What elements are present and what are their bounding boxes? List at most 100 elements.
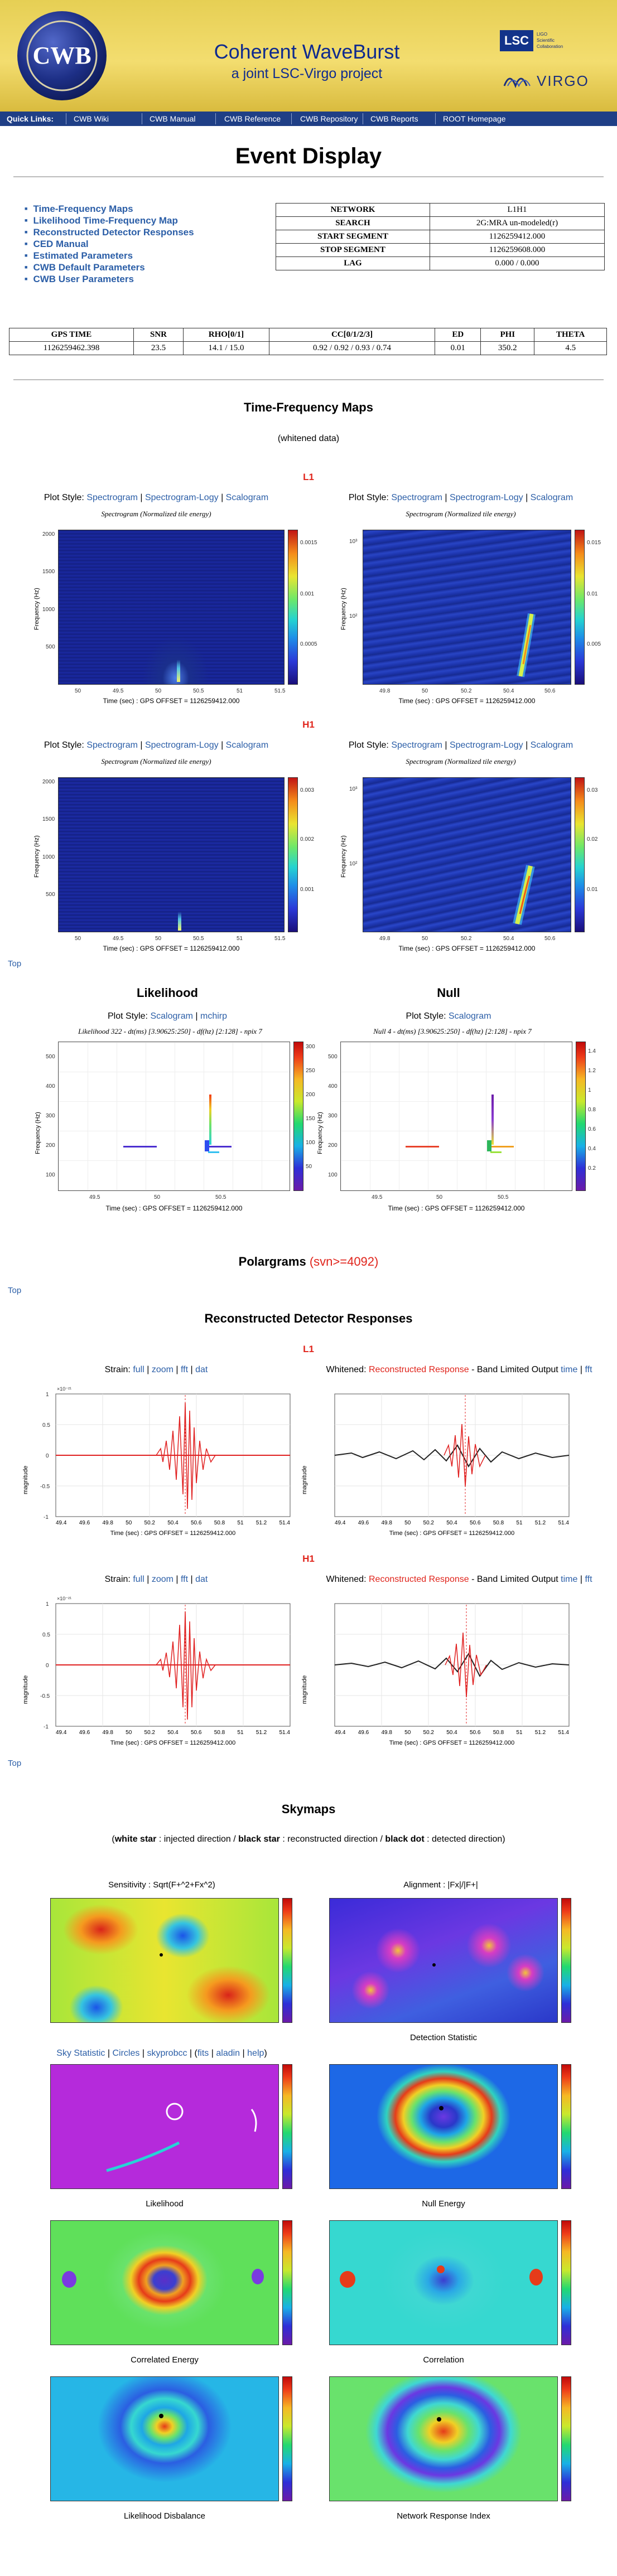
y-tick: 1000 bbox=[42, 607, 55, 613]
link-fft[interactable]: fft bbox=[585, 1575, 592, 1584]
link-spectrogram[interactable]: Spectrogram bbox=[86, 740, 138, 750]
quicklink-cwb-reports[interactable]: CWB Reports bbox=[370, 114, 418, 123]
link-spectrogram-logy[interactable]: Spectrogram-Logy bbox=[449, 740, 523, 750]
colorbar bbox=[561, 2220, 571, 2345]
x-axis-label: Time (sec) : GPS OFFSET = 1126259412.000 bbox=[389, 1740, 515, 1746]
top-link[interactable]: Top bbox=[8, 959, 22, 969]
skymap-likelihood-disbalance[interactable] bbox=[50, 2376, 279, 2501]
x-tick: 49.6 bbox=[358, 1730, 369, 1736]
x-tick: 50.2 bbox=[423, 1520, 434, 1526]
y-axis-label: Frequency (Hz) bbox=[340, 588, 347, 630]
x-tick: 50.8 bbox=[493, 1520, 504, 1526]
x-tick: 50.2 bbox=[144, 1520, 155, 1526]
lsc-line: Collaboration bbox=[537, 44, 563, 49]
nav-ced-manual[interactable]: CED Manual bbox=[33, 239, 89, 249]
spectrogram-h1-logy[interactable] bbox=[363, 777, 571, 932]
link-scalogram[interactable]: Scalogram bbox=[150, 1011, 193, 1021]
link-sky-statistic[interactable]: Sky Statistic bbox=[56, 2049, 105, 2058]
link-spectrogram-logy[interactable]: Spectrogram-Logy bbox=[144, 493, 219, 502]
lsc-text: LIGO Scientific Collaboration bbox=[537, 31, 598, 50]
quicklink-cwb-reference[interactable]: CWB Reference bbox=[224, 114, 281, 123]
nav-likelihood-tf-map[interactable]: Likelihood Time-Frequency Map bbox=[33, 215, 178, 226]
top-link[interactable]: Top bbox=[8, 1286, 22, 1295]
table-cell: 0.01 bbox=[435, 341, 481, 355]
skymap-correlated-energy[interactable] bbox=[50, 2220, 279, 2345]
skymap-sensitivity[interactable] bbox=[50, 1898, 279, 2023]
x-tick: 50.8 bbox=[493, 1730, 504, 1736]
link-spectrogram-logy[interactable]: Spectrogram-Logy bbox=[144, 740, 219, 750]
link-fft[interactable]: fft bbox=[585, 1365, 592, 1374]
link-aladin[interactable]: aladin bbox=[216, 2049, 240, 2058]
whitened-plot-h1[interactable] bbox=[312, 1592, 580, 1749]
link-circles[interactable]: Circles bbox=[112, 2049, 140, 2058]
plot-style-label: Plot Style: bbox=[44, 740, 84, 750]
link-spectrogram[interactable]: Spectrogram bbox=[391, 740, 442, 750]
nav-default-params[interactable]: CWB Default Parameters bbox=[33, 262, 145, 273]
link-skyprobcc[interactable]: skyprobcc bbox=[147, 2049, 187, 2058]
x-tick: 50.2 bbox=[461, 688, 472, 694]
colorbar-tick: 1.2 bbox=[588, 1068, 596, 1074]
chirp-signal bbox=[178, 912, 181, 931]
x-tick: 51.4 bbox=[279, 1520, 290, 1526]
link-spectrogram-logy[interactable]: Spectrogram-Logy bbox=[449, 493, 523, 502]
strain-plot-l1[interactable]: ×10⁻²¹ bbox=[33, 1383, 301, 1539]
strain-plot-h1[interactable]: ×10⁻²¹ bbox=[33, 1592, 301, 1749]
link-spectrogram[interactable]: Spectrogram bbox=[391, 493, 442, 502]
skymap-alignment[interactable] bbox=[329, 1898, 558, 2023]
link-fits[interactable]: fits bbox=[197, 2049, 209, 2058]
whitened-label: Whitened: bbox=[326, 1575, 367, 1584]
null-map[interactable] bbox=[340, 1042, 572, 1191]
detected-direction-dot bbox=[437, 2417, 441, 2422]
y-tick: 10³ bbox=[349, 786, 358, 792]
skymap-null-energy[interactable] bbox=[329, 2064, 558, 2189]
link-dat[interactable]: dat bbox=[195, 1575, 208, 1584]
spectrogram-h1-linear[interactable] bbox=[58, 777, 285, 932]
table-cell: 350.2 bbox=[480, 341, 535, 355]
link-scalogram[interactable]: Scalogram bbox=[530, 740, 573, 750]
link-scalogram[interactable]: Scalogram bbox=[530, 493, 573, 502]
link-mchirp[interactable]: mchirp bbox=[200, 1011, 228, 1021]
link-separator: | bbox=[189, 2049, 192, 2058]
link-time[interactable]: time bbox=[561, 1575, 578, 1584]
event-params-table: GPS TIME SNR RHO[0/1] CC[0/1/2/3] ED PHI… bbox=[9, 328, 607, 355]
lsc-logo[interactable]: LSC bbox=[500, 30, 533, 51]
divider bbox=[13, 379, 604, 380]
link-fft[interactable]: fft bbox=[181, 1365, 189, 1374]
y-axis-label: Frequency (Hz) bbox=[317, 1112, 324, 1154]
spectrogram-l1-logy[interactable] bbox=[363, 530, 571, 685]
quicklink-cwb-repository[interactable]: CWB Repository bbox=[300, 114, 358, 123]
link-zoom[interactable]: zoom bbox=[151, 1365, 173, 1374]
link-dat[interactable]: dat bbox=[195, 1365, 208, 1374]
link-scalogram[interactable]: Scalogram bbox=[225, 740, 269, 750]
skymap-network-response-index[interactable] bbox=[329, 2376, 558, 2501]
skymap-correlation[interactable] bbox=[329, 2220, 558, 2345]
link-zoom[interactable]: zoom bbox=[151, 1575, 173, 1584]
link-fft[interactable]: fft bbox=[181, 1575, 189, 1584]
x-tick: 50.5 bbox=[215, 1194, 226, 1200]
link-full[interactable]: full bbox=[133, 1365, 144, 1374]
link-help[interactable]: help bbox=[247, 2049, 264, 2058]
chirp-track bbox=[517, 613, 536, 677]
link-full[interactable]: full bbox=[133, 1575, 144, 1584]
likelihood-map[interactable] bbox=[58, 1042, 290, 1191]
colorbar-tick: 0.01 bbox=[587, 887, 598, 893]
link-scalogram[interactable]: Scalogram bbox=[449, 1011, 491, 1021]
quicklink-root-homepage[interactable]: ROOT Homepage bbox=[443, 114, 506, 123]
top-link[interactable]: Top bbox=[8, 1759, 22, 1768]
cwb-logo[interactable]: CWB bbox=[16, 9, 108, 103]
spectrogram-l1-linear[interactable] bbox=[58, 530, 285, 685]
nav-estimated-params[interactable]: Estimated Parameters bbox=[33, 250, 133, 261]
link-time[interactable]: time bbox=[561, 1365, 578, 1374]
nav-user-params[interactable]: CWB User Parameters bbox=[33, 274, 134, 284]
nav-tf-maps[interactable]: Time-Frequency Maps bbox=[33, 204, 133, 214]
whitened-plot-l1[interactable] bbox=[312, 1383, 580, 1539]
quicklink-cwb-manual[interactable]: CWB Manual bbox=[150, 114, 196, 123]
nav-detector-responses[interactable]: Reconstructed Detector Responses bbox=[33, 227, 194, 238]
quicklink-cwb-wiki[interactable]: CWB Wiki bbox=[74, 114, 109, 123]
skymap-likelihood[interactable] bbox=[50, 2064, 279, 2189]
virgo-logo[interactable]: VIRGO bbox=[502, 69, 608, 91]
link-spectrogram[interactable]: Spectrogram bbox=[86, 493, 138, 502]
sky-blob bbox=[62, 2271, 76, 2288]
table-key: START SEGMENT bbox=[276, 230, 430, 244]
link-scalogram[interactable]: Scalogram bbox=[225, 493, 269, 502]
